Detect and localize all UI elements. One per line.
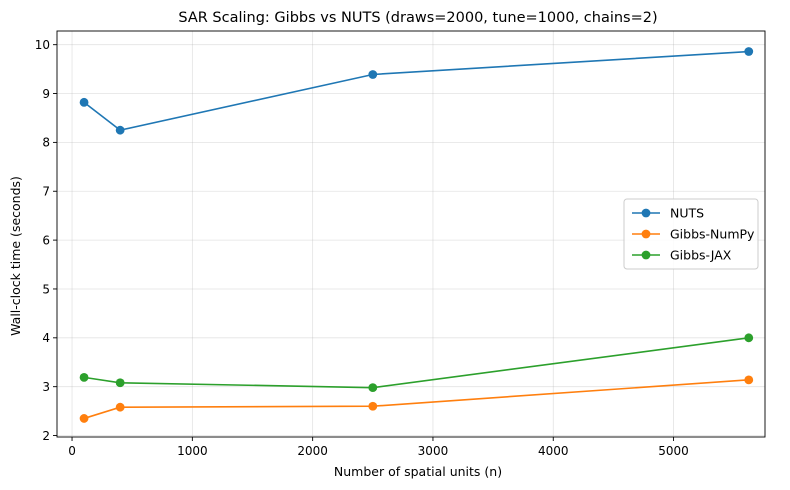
y-tick-label: 7 [42,185,50,199]
x-tick-label: 5000 [658,444,689,458]
y-tick-label: 4 [42,331,50,345]
legend-item: Gibbs-NumPy [632,227,755,242]
y-tick-label: 6 [42,233,50,247]
y-tick-label: 8 [42,136,50,150]
data-point [79,372,89,382]
y-tick-label: 10 [35,38,50,52]
series-gibbs-jax [79,333,754,393]
x-tick-label: 4000 [538,444,569,458]
series-line [83,379,749,420]
data-point [115,402,125,412]
series-line [83,337,749,389]
data-point [79,414,89,423]
data-point [115,378,125,388]
series-nuts [79,47,754,135]
axis-ticks: 0 1000 2000 3000 4000 5000 2 3 4 5 6 7 8 9 10 [35,38,689,458]
legend-item: Gibbs-JAX [632,248,732,263]
legend-item: NUTS [632,206,704,221]
x-tick-label: 3000 [418,444,449,458]
data-point [744,375,754,385]
legend: NUTS Gibbs-NumPy Gibbs-JAX [623,198,759,270]
legend-box [623,198,759,270]
data-point [744,333,754,343]
x-tick-label: 1000 [177,444,208,458]
data-point [368,383,378,393]
x-tick-label: 2000 [297,444,328,458]
y-tick-label: 2 [42,429,50,443]
legend-swatch-marker [641,208,651,218]
plot-frame [56,30,766,438]
legend-swatch-marker [641,250,651,260]
data-point [115,125,125,135]
legend-label: Gibbs-JAX [670,248,732,263]
y-tick-label: 3 [42,380,50,394]
x-tick-label: 0 [68,444,76,458]
legend-label: Gibbs-NumPy [670,227,755,242]
data-point [368,70,378,79]
chart-title: SAR Scaling: Gibbs vs NUTS (draws=2000, … [178,10,657,26]
legend-swatch-marker [641,229,651,239]
data-point [368,401,378,411]
series-layer [79,47,754,423]
y-axis-label: Wall-clock time (seconds) [8,176,23,336]
y-tick-label: 5 [42,282,50,296]
y-tick-label: 9 [42,87,50,101]
series-line [83,50,749,132]
data-point [79,97,89,107]
x-axis-label: Number of spatial units (n) [334,464,502,479]
series-gibbs-numpy [79,375,754,423]
legend-label: NUTS [670,206,704,221]
data-point [744,47,754,56]
